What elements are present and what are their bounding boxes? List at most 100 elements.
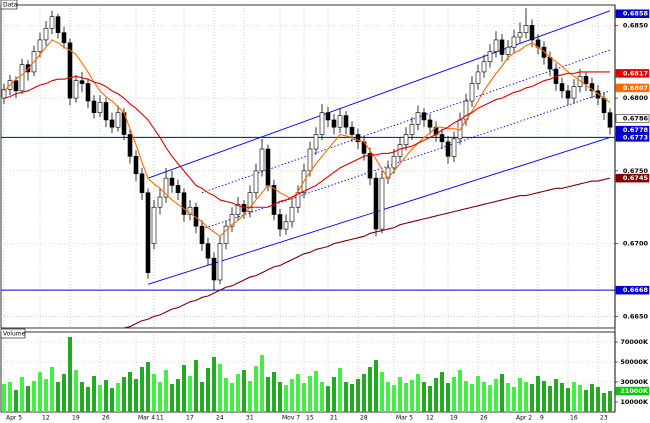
x-tick-label: 16 bbox=[570, 415, 578, 422]
price-tag-label: 0.6858 bbox=[623, 10, 649, 18]
y-tick-label: 50000K bbox=[620, 358, 649, 366]
volume-bar bbox=[608, 391, 612, 412]
volume-bar bbox=[206, 368, 210, 412]
volume-bar bbox=[332, 377, 336, 412]
candle-body bbox=[157, 196, 163, 208]
volume-bar bbox=[230, 383, 234, 412]
volume-bar bbox=[452, 377, 456, 412]
y-tick-label: 10000K bbox=[620, 398, 649, 406]
x-tick-label: 12 bbox=[42, 415, 50, 422]
volume-bar bbox=[416, 374, 420, 412]
price-tag-label: 21000K bbox=[620, 387, 649, 395]
x-tick-label: Mov 7 bbox=[282, 415, 300, 422]
y-tick-label: 0.6700 bbox=[623, 240, 649, 248]
volume-bar bbox=[338, 368, 342, 412]
volume-bar bbox=[50, 367, 54, 412]
candle-body bbox=[367, 153, 373, 179]
candle-body bbox=[583, 75, 589, 84]
candle-body bbox=[79, 80, 85, 84]
volume-bar bbox=[392, 385, 396, 412]
candle-body bbox=[511, 36, 517, 48]
price-tag bbox=[615, 69, 650, 78]
candle-body bbox=[61, 32, 67, 44]
volume-bar bbox=[470, 384, 474, 412]
volume-bar bbox=[44, 379, 48, 412]
volume-bar bbox=[8, 382, 12, 412]
volume-bar bbox=[344, 382, 348, 412]
candle-body bbox=[97, 102, 103, 113]
candle-body bbox=[283, 221, 289, 230]
volume-bar bbox=[242, 370, 246, 412]
volume-bar bbox=[302, 383, 306, 412]
price-tag bbox=[615, 173, 650, 183]
candle-body bbox=[253, 170, 259, 193]
candle-body bbox=[523, 25, 529, 33]
volume-bar bbox=[122, 377, 126, 412]
volume-bar bbox=[2, 384, 6, 412]
volume-bar bbox=[38, 372, 42, 412]
volume-bar bbox=[488, 385, 492, 412]
candle-body bbox=[151, 206, 157, 244]
candle-body bbox=[319, 112, 325, 135]
candle-body bbox=[277, 214, 283, 230]
volume-bar bbox=[554, 379, 558, 412]
volume-bar bbox=[464, 381, 468, 412]
candle-body bbox=[37, 39, 43, 52]
volume-bar bbox=[74, 370, 78, 412]
x-tick-label: 24 bbox=[216, 415, 224, 422]
candle-body bbox=[379, 177, 385, 230]
x-tick-label: 15 bbox=[306, 415, 314, 422]
volume-bar bbox=[410, 380, 414, 412]
volume-bar bbox=[146, 362, 150, 412]
volume-bar bbox=[548, 386, 552, 412]
x-tick-label: 11 bbox=[156, 415, 164, 422]
candle-body bbox=[391, 156, 397, 169]
price-tag-label: 0.6817 bbox=[623, 69, 648, 77]
volume-bar bbox=[356, 379, 360, 412]
volume-bar bbox=[200, 382, 204, 412]
price-plot bbox=[1, 5, 615, 328]
x-tick-label: 23 bbox=[600, 415, 608, 422]
price-tag bbox=[615, 83, 650, 93]
candle-body bbox=[211, 257, 217, 281]
volume-bar bbox=[194, 360, 198, 412]
volume-bar bbox=[362, 374, 366, 412]
candle-body bbox=[427, 119, 433, 128]
candle-body bbox=[529, 25, 535, 41]
volume-bar bbox=[380, 372, 384, 412]
y-tick-label: 30000K bbox=[620, 378, 649, 386]
x-tick-label: 12 bbox=[426, 415, 434, 422]
price-tag bbox=[615, 133, 650, 142]
volume-bar bbox=[128, 372, 132, 412]
volume-bar bbox=[266, 377, 270, 412]
y-tick-label: 0.6850 bbox=[623, 21, 649, 29]
candle-body bbox=[85, 83, 91, 102]
x-tick-label: 26 bbox=[102, 415, 110, 422]
volume-bar bbox=[290, 379, 294, 412]
candle-body bbox=[547, 57, 553, 70]
volume-bar bbox=[308, 376, 312, 412]
volume-bar bbox=[590, 384, 594, 412]
volume-bar bbox=[134, 379, 138, 412]
y-tick-label: 0.6800 bbox=[623, 94, 649, 102]
candle-body bbox=[331, 119, 337, 128]
candle-body bbox=[247, 192, 253, 212]
volume-bar bbox=[68, 337, 72, 412]
volume-bar bbox=[176, 379, 180, 412]
candle-body bbox=[187, 206, 193, 215]
volume-bar bbox=[152, 374, 156, 412]
candle-body bbox=[241, 204, 247, 212]
volume-bar bbox=[398, 377, 402, 412]
axes: 0.6650 0.6700 0.6750 0.6800 0.6850 10000K 3000… bbox=[6, 5, 650, 422]
candle-body bbox=[205, 243, 211, 259]
candle-body bbox=[589, 83, 595, 92]
volume-title-box bbox=[0, 328, 26, 339]
volume-bar bbox=[404, 383, 408, 412]
candle-body bbox=[595, 90, 601, 99]
candle-body bbox=[439, 134, 445, 143]
candle-body bbox=[517, 32, 523, 38]
candle-body bbox=[175, 185, 181, 193]
volume-bar bbox=[98, 385, 102, 412]
